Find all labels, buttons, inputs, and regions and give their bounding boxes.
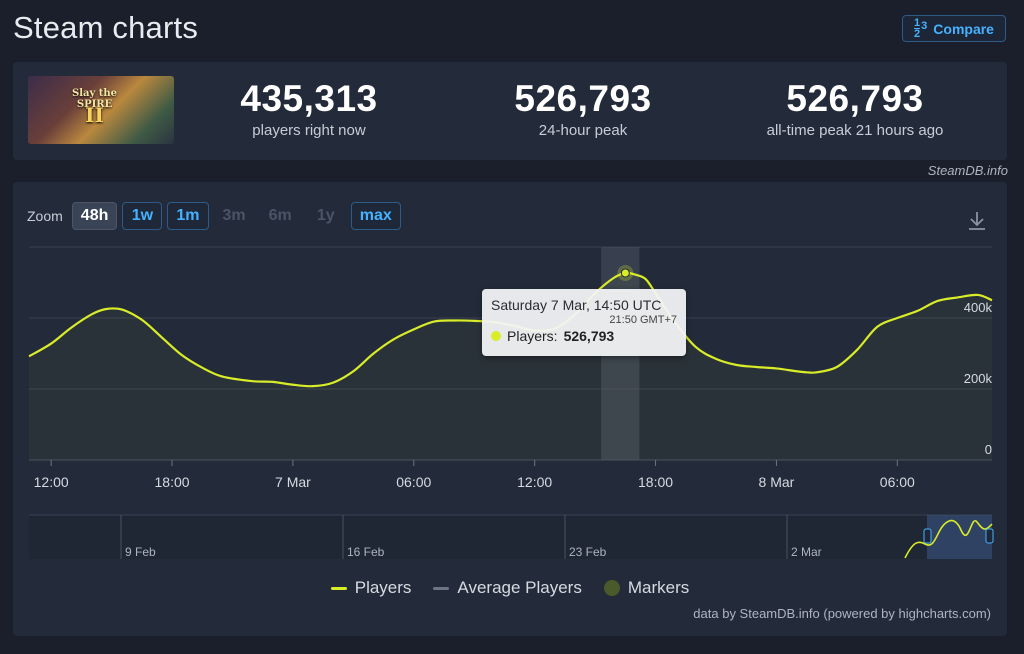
legend-markers[interactable]: Markers (603, 578, 690, 598)
chart-legend: Players Average Players Markers (13, 578, 1007, 598)
stat-24h-peak-value: 526,793 (514, 78, 652, 119)
compare-icon-side: 3 (921, 19, 928, 32)
navigator-tick-label: 16 Feb (347, 545, 385, 559)
players-area (29, 272, 992, 460)
zoom-6m-button: 6m (268, 207, 292, 224)
stats-card: Slay the SPIRE II 435,313 players right … (13, 62, 1007, 160)
game-thumbnail[interactable]: Slay the SPIRE II (28, 76, 174, 144)
stat-current: 435,313 players right now (189, 78, 429, 139)
tooltip-local-time: 21:50 GMT+7 (609, 314, 677, 326)
zoom-48h-button[interactable]: 48h (71, 202, 118, 230)
y-tick-label: 0 (985, 442, 992, 457)
chart-tooltip: Saturday 7 Mar, 14:50 UTC 21:50 GMT+7 Pl… (482, 289, 686, 356)
x-tick-label: 06:00 (396, 474, 431, 490)
tooltip-row: Players: 526,793 (491, 328, 677, 344)
stat-all-time-peak-label: all-time peak 21 hours ago (766, 122, 944, 139)
x-tick-label: 12:00 (34, 474, 69, 490)
page-title: Steam charts (13, 10, 199, 45)
x-tick-label: 7 Mar (275, 474, 311, 490)
stat-current-value: 435,313 (240, 78, 378, 119)
tooltip-date: Saturday 7 Mar, 14:50 UTC (491, 297, 662, 313)
tooltip-series-label: Players: (507, 328, 558, 344)
game-logo: Slay the SPIRE II (72, 88, 118, 127)
zoom-label: Zoom (27, 208, 63, 224)
y-axis-labels: 0 200k 400k (964, 300, 993, 457)
hover-point (620, 268, 630, 278)
x-axis-labels: 12:00 18:00 7 Mar 06:00 12:00 18:00 8 Mar 06:00 (34, 474, 915, 490)
compare-button[interactable]: 1 2 3 Compare (902, 15, 1006, 42)
navigator: 9 Feb 16 Feb 23 Feb 2 Mar (29, 514, 994, 559)
legend-average-label: Average Players (457, 578, 582, 597)
stat-all-time-peak-value: 526,793 (786, 78, 924, 119)
navigator-tick-label: 2 Mar (791, 545, 822, 559)
compare-icon: 1 2 (914, 17, 921, 40)
zoom-1m-button[interactable]: 1m (167, 202, 209, 230)
legend-players-label: Players (354, 578, 412, 597)
highcharts-credit[interactable]: data by SteamDB.info (powered by highcha… (693, 606, 991, 621)
navigator-handle[interactable] (985, 528, 994, 544)
zoom-3m-button: 3m (222, 207, 246, 224)
x-tick-label: 12:00 (517, 474, 552, 490)
navigator-tick-label: 9 Feb (125, 545, 156, 559)
legend-players-swatch (330, 586, 347, 590)
y-tick-label: 200k (964, 371, 993, 386)
x-tick-label: 8 Mar (759, 474, 795, 490)
legend-players[interactable]: Players (330, 578, 412, 598)
tooltip-value: 526,793 (563, 328, 615, 344)
legend-average-players[interactable]: Average Players (433, 578, 582, 598)
y-tick-label: 400k (964, 300, 993, 315)
legend-markers-swatch (603, 580, 620, 596)
tooltip-series-dot (491, 331, 501, 341)
stat-24h-peak-label: 24-hour peak (538, 122, 628, 139)
zoom-bar: Zoom 48h 1w 1m 3m 6m 1y max (27, 202, 401, 230)
navigator-selection (927, 515, 992, 559)
legend-markers-label: Markers (627, 578, 690, 597)
zoom-1y-button: 1y (316, 207, 335, 224)
x-tick-label: 18:00 (155, 474, 190, 490)
stat-current-label: players right now (252, 122, 366, 139)
navigator-series-line (904, 519, 993, 559)
navigator-handle[interactable] (923, 528, 932, 544)
navigator-tick-label: 23 Feb (569, 545, 607, 559)
legend-average-swatch (433, 586, 450, 590)
chart-area[interactable]: 0 200k 400k 12:00 18:00 7 Mar 06:00 12:00 18:00… (13, 182, 1007, 582)
zoom-max-button[interactable]: max (350, 202, 401, 230)
compare-label: Compare (933, 20, 994, 37)
x-tick-label: 18:00 (638, 474, 673, 490)
zoom-1w-button[interactable]: 1w (122, 202, 163, 230)
navigator-background (29, 515, 992, 559)
stat-all-time-peak: 526,793 all-time peak 21 hours ago (735, 78, 975, 139)
steamdb-credit[interactable]: SteamDB.info (927, 163, 1008, 178)
chart-card: Zoom 48h 1w 1m 3m 6m 1y max 0 200k 400k 12… (13, 182, 1007, 636)
x-tick-label: 06:00 (880, 474, 915, 490)
stat-24h-peak: 526,793 24-hour peak (463, 78, 703, 139)
download-icon[interactable] (967, 210, 987, 232)
